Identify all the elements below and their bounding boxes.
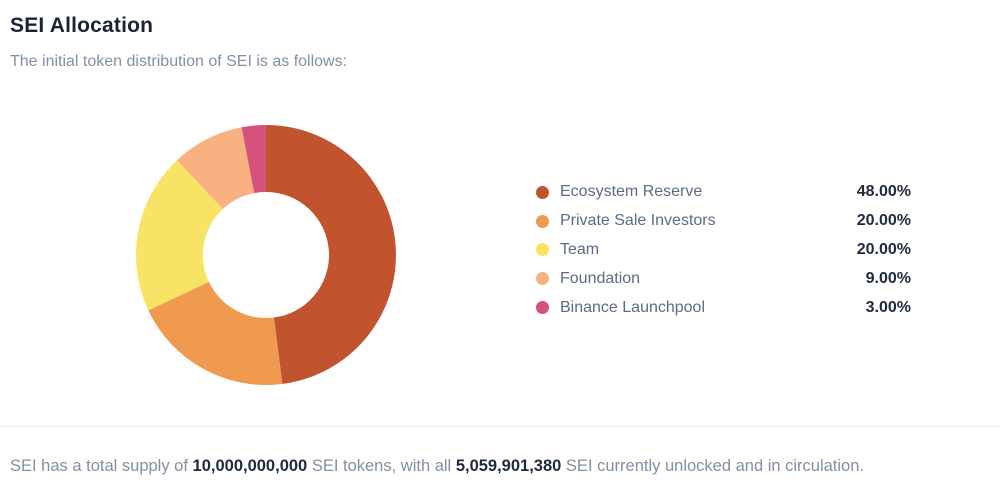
donut-chart [135,125,396,385]
legend-label: Binance Launchpool [560,298,706,316]
legend-label: Private Sale Investors [560,212,716,230]
legend-row-0: Ecosystem Reserve 48.00% [536,178,911,207]
supply-number: 10,000,000,000 [192,457,308,475]
supply-text: SEI currently unlocked and in circulatio… [561,457,864,475]
donut-slice-4 [241,125,266,194]
legend-row-2: Team 20.00% [536,236,911,265]
legend-swatch-icon [536,243,549,257]
legend-row-3: Foundation 9.00% [536,264,911,293]
donut-slice-3 [177,127,255,210]
supply-text: SEI tokens, with all [307,457,456,475]
legend-row-4: Binance Launchpool 3.00% [536,293,911,322]
supply-text: SEI has a total supply of [10,457,193,475]
legend-swatch-icon [536,301,549,315]
supply-note: SEI has a total supply of 10,000,000,000… [10,454,995,478]
donut-slice-1 [148,281,283,385]
legend-label: Foundation [560,269,641,287]
legend-value: 48.00% [856,183,911,201]
legend-value: 20.00% [856,212,911,230]
donut-slice-0 [266,125,396,384]
legend-label: Ecosystem Reserve [560,183,703,201]
legend-value: 20.00% [856,240,911,258]
legend-value: 3.00% [865,298,911,316]
legend-value: 9.00% [865,269,911,287]
legend-swatch-icon [536,185,549,199]
page-subtitle: The initial token distribution of SEI is… [10,53,348,70]
legend-label: Team [560,240,600,258]
legend-row-1: Private Sale Investors 20.00% [536,207,911,236]
divider [0,426,1000,427]
chart-legend: Ecosystem Reserve 48.00% Private Sale Inve… [536,178,911,322]
legend-swatch-icon [536,214,549,228]
donut-slice-2 [135,160,223,311]
supply-number: 5,059,901,380 [455,457,562,475]
legend-swatch-icon [536,272,549,286]
page-title: SEI Allocation [10,14,154,37]
